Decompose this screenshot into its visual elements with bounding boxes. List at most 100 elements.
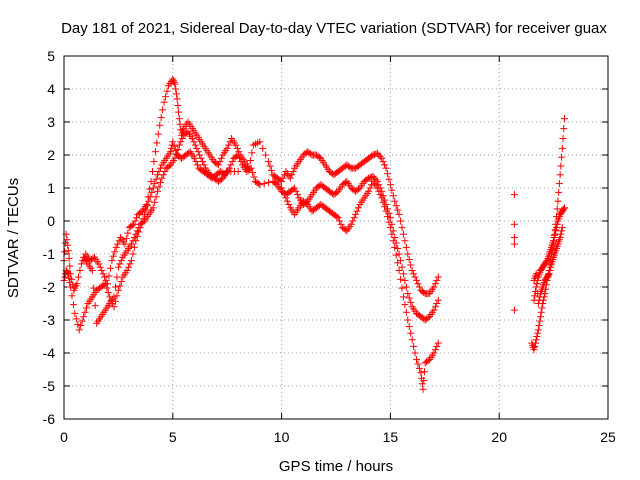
data-point [431,346,439,354]
data-point [347,220,355,228]
data-point [64,241,72,249]
data-point [128,221,136,229]
data-point [103,284,111,292]
data-point [532,270,540,278]
data-point [175,115,183,123]
y-tick-label: -5 [43,378,56,394]
data-point [117,278,125,285]
data-point [398,224,406,232]
data-point [235,148,243,156]
data-point [346,163,354,171]
data-point [172,90,180,98]
data-point [386,181,394,189]
data-point [431,303,439,311]
data-point [76,267,84,274]
data-point [193,144,201,152]
data-point [191,154,199,162]
data-point [533,333,541,340]
data-point [234,151,242,159]
data-point [285,201,293,208]
data-point [234,168,242,175]
data-point [282,194,290,202]
data-point [510,234,518,241]
data-point [336,217,344,225]
data-point [279,174,287,182]
data-point [558,144,566,152]
data-point [174,102,182,109]
data-point [246,157,254,164]
data-point [199,158,207,166]
data-point [537,313,545,321]
data-point [188,135,196,142]
x-tick-label: 15 [383,429,399,445]
data-point [389,237,397,245]
data-point [391,243,399,251]
data-point [172,150,180,158]
data-point [174,146,182,153]
data-point [121,240,129,248]
data-point [557,230,565,238]
data-point [262,151,270,159]
data-point [560,204,568,212]
data-point [145,197,153,205]
data-point [408,336,416,344]
data-point [430,349,438,357]
data-point [158,174,166,182]
data-point [74,320,82,328]
data-point [95,260,103,268]
data-point [77,322,85,329]
y-tick-label: 2 [47,147,55,163]
data-point [363,175,371,183]
data-point [370,150,378,158]
data-point [558,227,566,235]
data-point [178,135,186,142]
data-point [115,237,123,245]
data-point [163,87,171,95]
data-point [376,153,384,161]
data-point [430,306,438,314]
data-point [382,207,390,215]
data-point [534,326,542,334]
data-point [373,149,381,157]
data-point [112,243,120,251]
y-tick-label: 4 [47,81,55,97]
data-point [130,234,138,241]
data-point [156,179,164,186]
data-point [420,289,428,296]
data-point [402,283,410,291]
data-point [419,385,427,393]
data-point [237,158,245,166]
data-point [114,240,122,248]
data-point [379,198,387,206]
data-point [405,294,413,302]
data-point [64,269,72,277]
data-point [354,185,362,193]
data-point [402,308,410,316]
data-point [536,293,544,301]
y-tick-label: -6 [43,411,56,427]
data-point [558,224,566,232]
data-point [108,257,116,265]
data-point [385,218,393,226]
data-point [194,148,202,156]
data-point [510,240,518,248]
data-point [434,339,442,347]
data-point [302,199,310,207]
data-point [169,138,177,146]
data-point [281,171,289,179]
data-point [127,240,135,248]
data-point [149,184,157,192]
data-point [372,176,380,184]
data-point [383,213,391,221]
data-point [256,181,264,189]
data-point [137,208,145,216]
data-point [228,158,236,166]
data-point [131,217,139,225]
data-point [510,191,518,199]
data-point [266,162,274,170]
data-point [117,257,125,265]
data-point [368,181,376,189]
data-point [553,220,561,228]
data-point [247,164,255,172]
data-point [388,186,396,194]
